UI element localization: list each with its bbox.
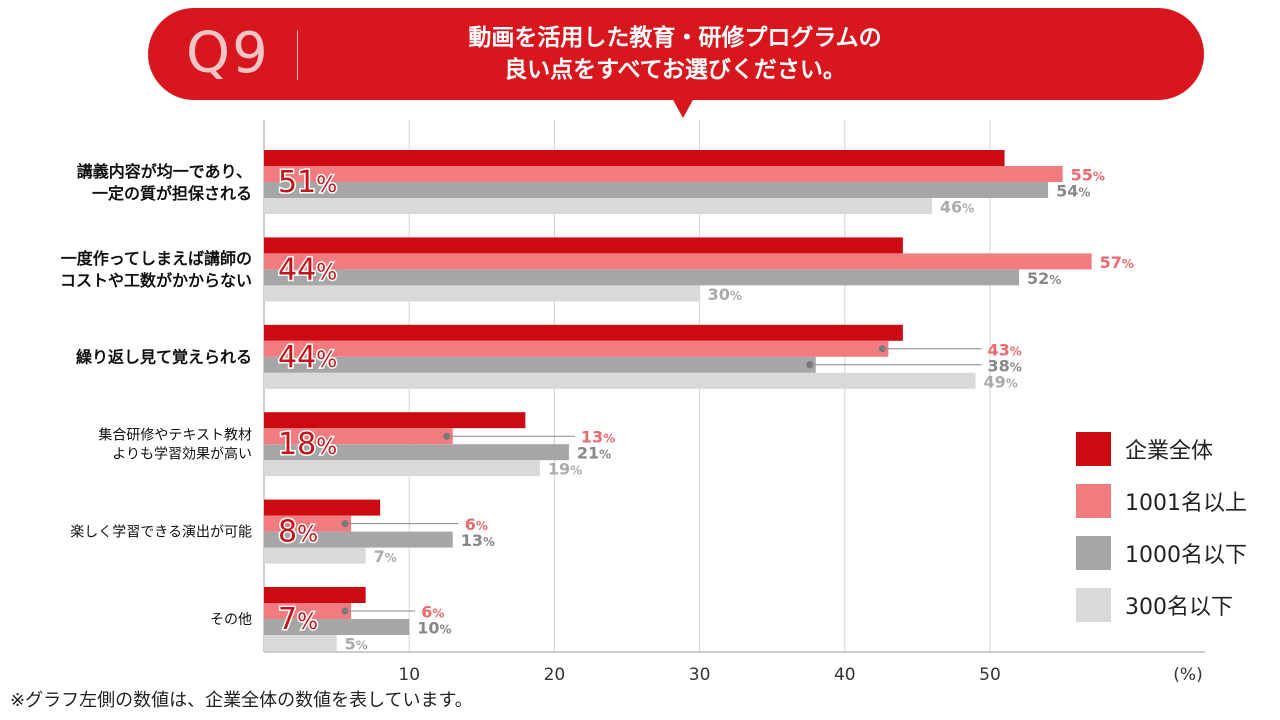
- overall-big-label-4: 8%: [278, 515, 318, 550]
- value-label-1-series-3: 30%: [708, 285, 742, 304]
- value-label-0-series-2: 54%: [1056, 182, 1090, 201]
- overall-big-label-1: 44%: [278, 252, 337, 287]
- overall-big-label-2: 44%: [278, 340, 337, 375]
- bar-5-series-3: [264, 635, 337, 651]
- bar-0-series-0: [264, 150, 1005, 166]
- bar-2-series-1: [264, 340, 889, 357]
- legend-swatch-under-1000: [1076, 536, 1111, 570]
- bar-1-series-1: [264, 253, 1092, 270]
- legend-item-under-300: 300名以下: [1076, 588, 1276, 622]
- footnote: ※グラフ左側の数値は、企業全体の数値を表しています。: [10, 690, 473, 711]
- category-label-0-line-1: 一定の質が担保される: [92, 184, 252, 203]
- banner-pointer: [672, 98, 694, 118]
- x-tick-label-10: 10: [398, 665, 420, 685]
- value-label-3-series-3: 19%: [548, 460, 582, 479]
- legend-swatch-1001-plus: [1076, 484, 1111, 518]
- legend-item-under-1000: 1000名以下: [1076, 536, 1276, 570]
- bar-0-series-3: [264, 198, 932, 214]
- value-label-2-series-2: 38%: [987, 356, 1021, 375]
- legend-label-1001-plus: 1001名以上: [1125, 491, 1247, 516]
- question-text: 動画を活用した教育・研修プログラムの 良い点をすべてお選びください。: [330, 22, 1020, 86]
- value-label-0-series-3: 46%: [940, 198, 974, 217]
- question-banner: [148, 8, 1204, 100]
- value-label-1-series-2: 52%: [1027, 269, 1061, 288]
- bar-2-series-3: [264, 372, 976, 389]
- value-label-4-series-2: 13%: [461, 531, 495, 550]
- bar-2-series-0: [264, 324, 903, 341]
- bar-3-series-2: [264, 444, 569, 461]
- category-label-1-line-1: コストや工数がかからない: [60, 271, 252, 290]
- value-label-3-series-1: 13%: [581, 428, 615, 447]
- x-tick-label-40: 40: [834, 665, 856, 685]
- question-line-2: 良い点をすべてお選びください。: [504, 57, 846, 83]
- bar-3-series-3: [264, 460, 540, 477]
- bar-3-series-1: [264, 428, 453, 445]
- overall-big-label-5: 7%: [278, 602, 318, 637]
- bar-1-series-3: [264, 285, 700, 302]
- bar-4-series-0: [264, 499, 381, 516]
- legend-item-overall: 企業全体: [1076, 432, 1276, 466]
- category-label-0-line-0: 講義内容が均一であり、: [77, 162, 252, 181]
- value-label-1-series-1: 57%: [1100, 253, 1134, 272]
- bar-0-series-2: [264, 182, 1049, 198]
- value-label-0-series-1: 55%: [1071, 166, 1105, 185]
- legend-swatch-overall: [1076, 432, 1111, 466]
- value-label-5-series-2: 10%: [417, 619, 451, 638]
- category-label-4-line-0: 楽しく学習できる演出が可能: [70, 525, 252, 541]
- bar-5-series-2: [264, 619, 410, 635]
- bar-4-series-1: [264, 515, 352, 532]
- x-axis-unit-label: (%): [1173, 665, 1202, 685]
- legend: 企業全体 1001名以上 1000名以下 300名以下: [1076, 432, 1276, 640]
- value-label-2-series-3: 49%: [983, 372, 1017, 391]
- x-tick-label-30: 30: [689, 665, 711, 685]
- bar-5-series-0: [264, 587, 366, 603]
- category-label-3-line-0: 集合研修やテキスト教材: [98, 427, 252, 444]
- category-label-2-line-0: 繰り返し見て覚えられる: [76, 348, 252, 367]
- legend-label-overall: 企業全体: [1125, 439, 1214, 464]
- value-label-5-series-1: 6%: [421, 603, 444, 622]
- bar-4-series-2: [264, 531, 453, 548]
- bar-5-series-1: [264, 603, 352, 619]
- bar-1-series-0: [264, 237, 903, 254]
- value-label-3-series-2: 21%: [577, 444, 611, 463]
- legend-swatch-under-300: [1076, 588, 1111, 622]
- bar-4-series-3: [264, 547, 366, 564]
- overall-big-label-0: 51%: [278, 165, 337, 200]
- overall-big-label-3: 18%: [278, 427, 337, 462]
- legend-item-1001-plus: 1001名以上: [1076, 484, 1276, 518]
- x-tick-label-50: 50: [979, 665, 1001, 685]
- category-label-3-line-1: よりも学習効果が高い: [112, 446, 252, 463]
- legend-label-under-300: 300名以下: [1125, 595, 1233, 620]
- banner-divider: [297, 30, 298, 80]
- value-label-4-series-3: 7%: [374, 547, 397, 566]
- value-label-4-series-1: 6%: [465, 515, 488, 534]
- category-label-5-line-0: その他: [210, 612, 252, 628]
- value-label-2-series-1: 43%: [987, 340, 1021, 359]
- category-label-1-line-0: 一度作ってしまえば講師の: [61, 249, 252, 268]
- x-tick-label-20: 20: [544, 665, 566, 685]
- bar-0-series-1: [264, 166, 1063, 182]
- question-line-1: 動画を活用した教育・研修プログラムの: [468, 25, 882, 51]
- bar-1-series-2: [264, 269, 1020, 286]
- bar-3-series-0: [264, 412, 526, 429]
- value-label-5-series-3: 5%: [345, 635, 368, 654]
- bar-2-series-2: [264, 356, 816, 373]
- question-number: Q9: [186, 21, 270, 86]
- legend-label-under-1000: 1000名以下: [1125, 543, 1247, 568]
